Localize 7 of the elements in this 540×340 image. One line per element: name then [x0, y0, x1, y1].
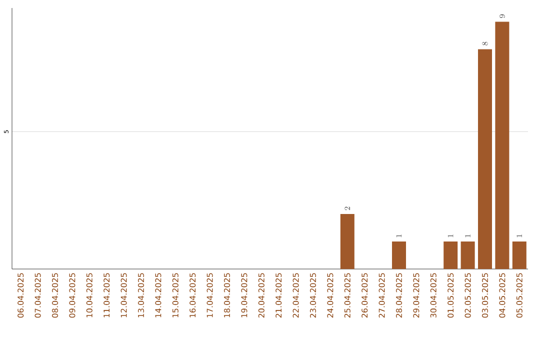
- bar: [495, 22, 510, 269]
- bar: [478, 49, 492, 269]
- bar: [512, 242, 526, 269]
- bar: [340, 214, 354, 269]
- bar: [460, 242, 475, 269]
- bar: [444, 242, 458, 269]
- bar: [392, 242, 406, 269]
